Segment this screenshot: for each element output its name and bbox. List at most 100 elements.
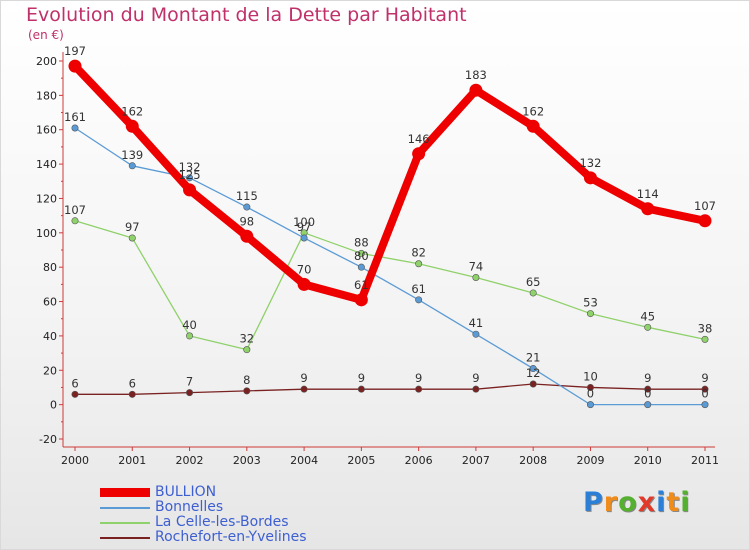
logo-letter: o	[618, 487, 638, 518]
y-tick-label: 60	[43, 296, 57, 309]
y-tick-label: 100	[36, 227, 57, 240]
data-label: 197	[64, 44, 86, 58]
data-point	[644, 385, 652, 393]
data-label: 88	[354, 235, 369, 249]
data-labels-layer: 1971621259870611461831621321141071611391…	[64, 44, 716, 400]
data-label: 10	[583, 369, 598, 383]
data-label: 9	[300, 371, 307, 385]
data-point	[698, 214, 712, 228]
y-tick-label: 140	[36, 158, 57, 171]
data-label: 82	[411, 246, 426, 260]
data-label: 6	[71, 376, 78, 390]
legend-swatch	[100, 507, 150, 509]
data-point	[415, 296, 423, 304]
data-point	[526, 119, 540, 133]
data-point	[641, 202, 655, 216]
x-tick-label: 2001	[118, 454, 146, 467]
data-label: 9	[644, 371, 651, 385]
x-tick-label: 2005	[347, 454, 375, 467]
data-label: 0	[587, 387, 594, 401]
x-tick-label: 2006	[405, 454, 433, 467]
data-label: 161	[64, 110, 86, 124]
data-point	[243, 346, 251, 354]
x-tick-label: 2007	[462, 454, 490, 467]
data-label: 40	[182, 318, 197, 332]
y-tick-label: 200	[36, 55, 57, 68]
logo-letter: i	[656, 487, 667, 518]
x-tick-label: 2003	[233, 454, 261, 467]
data-label: 97	[297, 220, 312, 234]
data-point	[701, 385, 709, 393]
data-point	[583, 171, 597, 185]
data-point	[529, 365, 537, 373]
series-la-celle-les-bordes	[71, 217, 709, 354]
legend: BULLION Bonnelles La Celle-les-Bordes Roche…	[100, 484, 360, 545]
data-label: 7	[186, 375, 193, 389]
data-point	[701, 335, 709, 343]
data-point	[186, 332, 194, 340]
data-point	[186, 174, 194, 182]
data-point	[71, 124, 79, 132]
logo-letter: t	[666, 487, 681, 518]
y-tick-label: 160	[36, 124, 57, 137]
legend-item: Bonnelles	[100, 499, 360, 515]
y-tick-label: 80	[43, 261, 57, 274]
data-label: 12	[526, 366, 541, 380]
data-point	[472, 385, 480, 393]
data-label: 9	[701, 371, 708, 385]
series-bullion	[68, 59, 712, 307]
data-label: 98	[239, 214, 254, 228]
legend-swatch	[100, 488, 150, 497]
data-label: 0	[701, 387, 708, 401]
data-point	[529, 289, 537, 297]
data-label: 0	[644, 387, 651, 401]
data-label: 125	[179, 168, 201, 182]
x-tick-label: 2008	[519, 454, 547, 467]
data-point	[183, 183, 197, 197]
data-label: 41	[469, 316, 484, 330]
data-label: 53	[583, 296, 598, 310]
data-point	[125, 119, 139, 133]
x-tick-label: 2009	[576, 454, 604, 467]
legend-item: La Celle-les-Bordes	[100, 514, 360, 530]
x-tick-label: 2011	[691, 454, 719, 467]
data-label: 61	[411, 282, 426, 296]
data-label: 107	[64, 203, 86, 217]
data-point	[701, 401, 709, 409]
data-label: 61	[354, 278, 369, 292]
y-tick-label: 20	[43, 364, 57, 377]
data-label: 38	[698, 321, 713, 335]
data-label: 21	[526, 351, 541, 365]
data-point	[128, 162, 136, 170]
y-tick-label: 180	[36, 89, 57, 102]
data-label: 100	[293, 215, 315, 229]
data-label: 107	[694, 199, 716, 213]
legend-swatch	[100, 522, 150, 524]
x-tick-label: 2000	[61, 454, 89, 467]
data-point	[357, 263, 365, 271]
data-label: 80	[354, 249, 369, 263]
data-point	[243, 387, 251, 395]
data-point	[68, 59, 82, 73]
data-label: 183	[465, 68, 487, 82]
data-label: 6	[129, 376, 136, 390]
data-point	[357, 385, 365, 393]
data-label: 115	[236, 189, 258, 203]
data-label: 9	[472, 371, 479, 385]
x-tick-label: 2004	[290, 454, 318, 467]
data-point	[71, 217, 79, 225]
data-label: 139	[121, 148, 143, 162]
data-label: 114	[637, 187, 659, 201]
data-point	[586, 401, 594, 409]
chart-title: Evolution du Montant de la Dette par Hab…	[26, 4, 467, 26]
logo-letter: i	[680, 487, 691, 518]
data-point	[644, 323, 652, 331]
data-point	[586, 383, 594, 391]
proxiti-logo: Proxiti	[583, 487, 691, 518]
data-label: 162	[522, 104, 544, 118]
data-point	[300, 385, 308, 393]
y-tick-label: 0	[50, 399, 57, 412]
data-point	[472, 330, 480, 338]
legend-swatch	[100, 537, 150, 539]
